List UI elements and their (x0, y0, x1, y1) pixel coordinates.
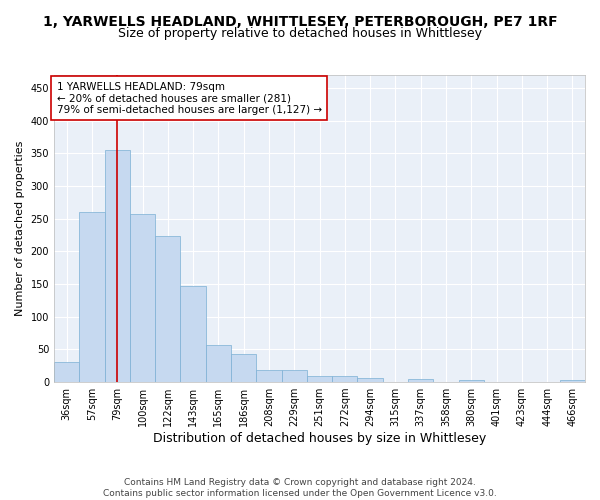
Bar (181, 286, 206, 382)
Bar (458, 380, 484, 382)
Bar (408, 379, 433, 382)
Bar (256, 370, 281, 382)
Text: Size of property relative to detached houses in Whittlesey: Size of property relative to detached ho… (118, 28, 482, 40)
Text: Contains HM Land Registry data © Crown copyright and database right 2024.
Contai: Contains HM Land Registry data © Crown c… (103, 478, 497, 498)
Bar (281, 370, 307, 382)
Y-axis label: Number of detached properties: Number of detached properties (15, 141, 25, 316)
Bar (206, 345, 231, 382)
X-axis label: Distribution of detached houses by size in Whittlesey: Distribution of detached houses by size … (153, 432, 486, 445)
Bar (358, 378, 383, 382)
Bar (332, 376, 358, 382)
Bar (130, 214, 155, 382)
Bar (231, 354, 256, 382)
Bar (155, 236, 181, 382)
Text: 1, YARWELLS HEADLAND, WHITTLESEY, PETERBOROUGH, PE7 1RF: 1, YARWELLS HEADLAND, WHITTLESEY, PETERB… (43, 15, 557, 29)
Bar (560, 380, 585, 382)
Text: 1 YARWELLS HEADLAND: 79sqm
← 20% of detached houses are smaller (281)
79% of sem: 1 YARWELLS HEADLAND: 79sqm ← 20% of deta… (56, 82, 322, 114)
Bar (307, 376, 332, 382)
Bar (54, 362, 79, 382)
Bar (79, 212, 104, 382)
Bar (104, 150, 130, 382)
